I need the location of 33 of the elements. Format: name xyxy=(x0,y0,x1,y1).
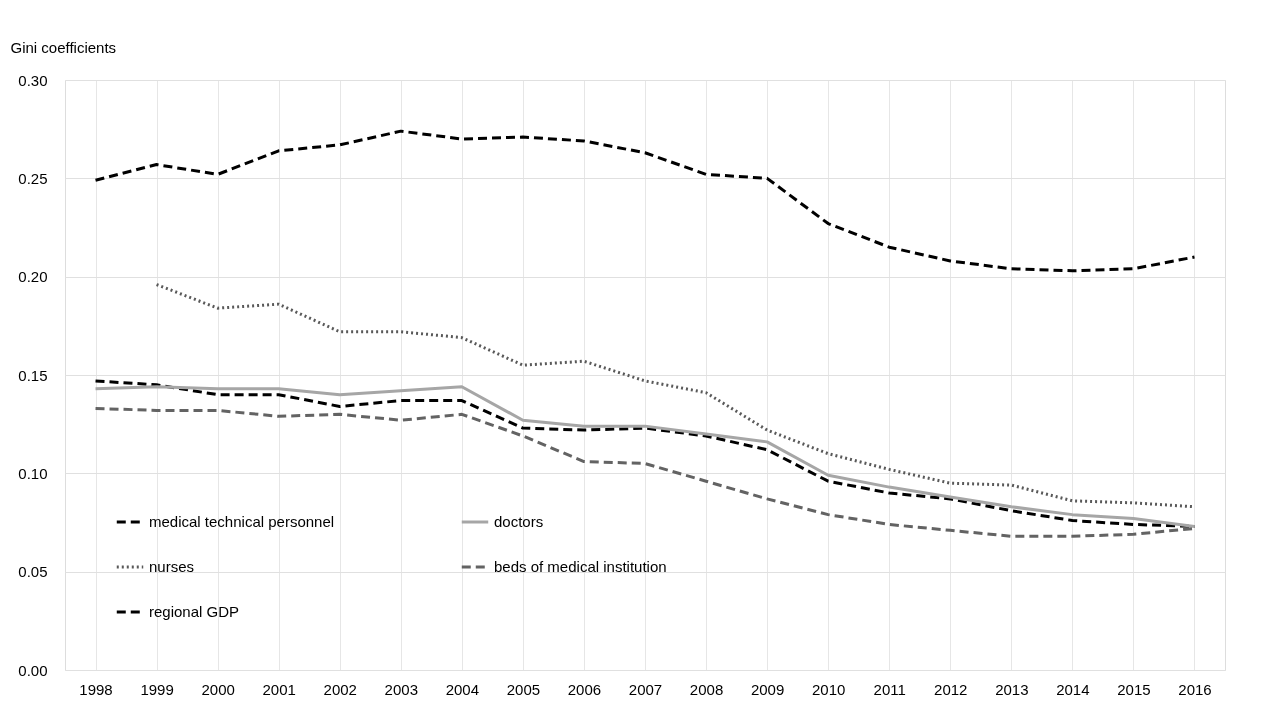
x-tick-label: 2014 xyxy=(1056,680,1090,698)
y-tick-label: 0.05 xyxy=(18,563,48,581)
x-tick-label: 2002 xyxy=(323,680,357,698)
x-tick-label: 2010 xyxy=(811,680,846,698)
y-axis-title: Gini coefficients xyxy=(10,38,117,56)
y-tick-label: 0.10 xyxy=(18,464,48,482)
x-tick-label: 2003 xyxy=(384,680,418,698)
x-tick-label: 2015 xyxy=(1117,680,1151,698)
legend-label: beds of medical institution xyxy=(494,558,667,575)
x-tick-label: 2012 xyxy=(934,680,968,698)
line-series xyxy=(94,129,1196,273)
legend-label: medical technical personnel xyxy=(149,513,335,530)
legend-label: nurses xyxy=(149,558,195,575)
x-tick-label: 2005 xyxy=(506,680,541,698)
x-tick-label: 2008 xyxy=(689,680,724,698)
x-tick-label: 2009 xyxy=(750,680,785,698)
x-tick-label: 1998 xyxy=(79,680,113,698)
x-tick-label: 2004 xyxy=(445,680,480,698)
x-tick-label: 2000 xyxy=(201,680,235,698)
x-tick-label: 2016 xyxy=(1178,680,1212,698)
y-tick-label: 0.25 xyxy=(18,169,48,187)
y-tick-label: 0.00 xyxy=(18,661,48,679)
x-tick-label: 2006 xyxy=(567,680,602,698)
y-tick-label: 0.30 xyxy=(18,71,48,89)
x-tick-label: 1999 xyxy=(140,680,174,698)
x-tick-label: 2013 xyxy=(995,680,1029,698)
x-tick-label: 2011 xyxy=(873,680,906,698)
x-tick-label: 2001 xyxy=(262,680,296,698)
legend-label: doctors xyxy=(494,513,544,530)
y-tick-label: 0.15 xyxy=(18,366,48,384)
x-tick-label: 2007 xyxy=(628,680,663,698)
legend-label: regional GDP xyxy=(149,603,240,620)
y-tick-label: 0.20 xyxy=(18,268,48,286)
